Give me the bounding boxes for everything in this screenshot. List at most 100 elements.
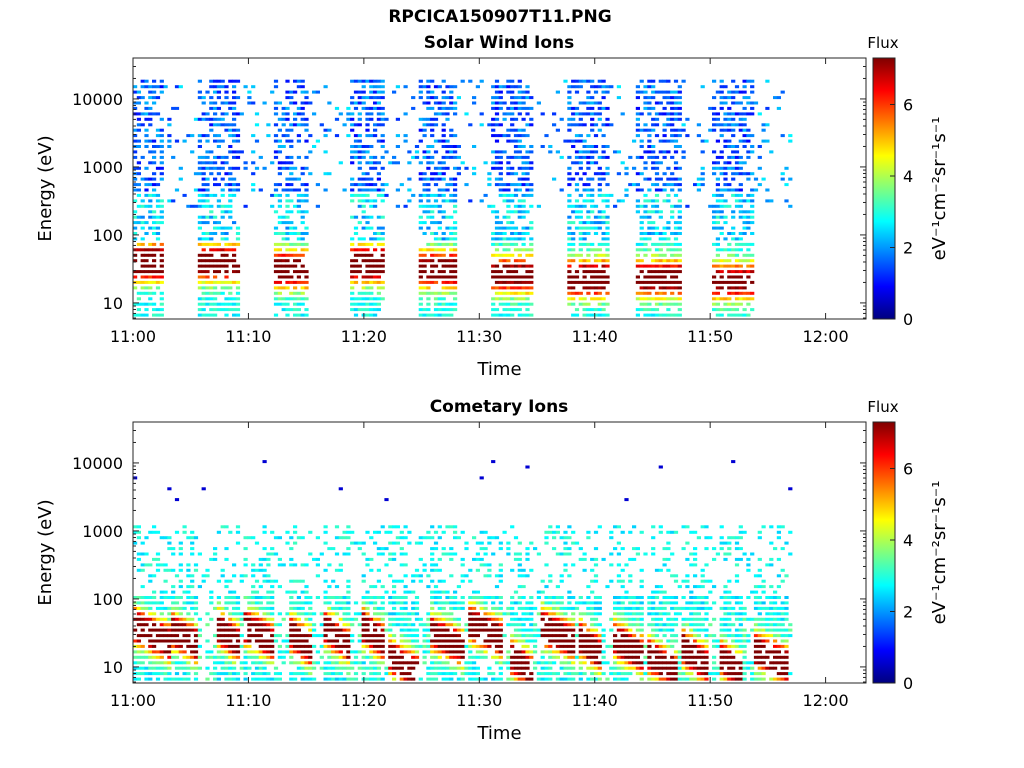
spectrogram-cell xyxy=(232,677,237,681)
spectrogram-cell xyxy=(380,215,385,219)
spectrogram-cell xyxy=(285,117,290,121)
spectrogram-cell xyxy=(491,117,496,121)
spectrogram-cell xyxy=(285,242,290,246)
spectrogram-cell xyxy=(155,166,161,170)
spectrogram-cell xyxy=(365,79,370,83)
spectrogram-cell xyxy=(140,302,145,306)
spectrogram-cell xyxy=(338,487,343,491)
spectrogram-cell xyxy=(548,650,553,654)
spectrogram-cell xyxy=(376,650,381,654)
spectrogram-cell xyxy=(144,177,149,181)
spectrogram-cell xyxy=(239,150,244,154)
spectrogram-cell xyxy=(517,210,522,214)
spectrogram-cell xyxy=(422,270,427,274)
spectrogram-cell xyxy=(723,302,728,306)
spectrogram-cell xyxy=(281,221,286,225)
spectrogram-cell xyxy=(213,677,218,681)
spectrogram-cell xyxy=(148,563,153,567)
spectrogram-cell xyxy=(357,79,362,83)
panel-title: Solar Wind Ions xyxy=(424,33,575,53)
spectrogram-cell xyxy=(552,530,557,534)
spectrogram-cell xyxy=(494,606,500,610)
spectrogram-cell xyxy=(517,574,522,578)
spectrogram-cell xyxy=(190,666,195,670)
spectrogram-cell xyxy=(293,639,298,643)
spectrogram-cell xyxy=(262,547,267,551)
spectrogram-cell xyxy=(136,525,141,529)
spectrogram-cell xyxy=(601,308,606,312)
spectrogram-cell xyxy=(346,677,351,681)
spectrogram-cell xyxy=(441,661,446,665)
spectrogram-cell xyxy=(433,666,439,670)
spectrogram-cell xyxy=(289,639,294,643)
spectrogram-cell xyxy=(506,193,511,197)
spectrogram-cell xyxy=(601,85,606,89)
spectrogram-cell xyxy=(357,623,362,627)
spectrogram-cell xyxy=(574,199,580,203)
spectrogram-cell xyxy=(163,617,168,621)
spectrogram-cell xyxy=(422,172,427,176)
spectrogram-cell xyxy=(571,612,576,616)
spectrogram-cell xyxy=(437,666,442,670)
spectrogram-cell xyxy=(483,596,488,599)
spectrogram-cell xyxy=(441,177,446,181)
spectrogram-cell xyxy=(213,666,218,670)
spectrogram-cell xyxy=(734,313,740,317)
spectrogram-cell xyxy=(228,166,233,170)
spectrogram-cell xyxy=(266,123,271,127)
spectrogram-cell xyxy=(517,291,522,295)
spectrogram-cell xyxy=(673,128,679,132)
spectrogram-cell xyxy=(719,172,724,176)
spectrogram-cell xyxy=(555,655,560,659)
spectrogram-cell xyxy=(296,601,301,605)
spectrogram-cell xyxy=(746,313,751,317)
spectrogram-cell xyxy=(232,617,237,621)
spectrogram-cell xyxy=(567,166,572,170)
spectrogram-cell xyxy=(300,644,305,648)
spectrogram-cell xyxy=(353,672,359,676)
spectrogram-cell xyxy=(174,498,180,502)
spectrogram-cell xyxy=(654,297,660,301)
spectrogram-cell xyxy=(155,112,161,116)
spectrogram-cell xyxy=(445,612,450,616)
spectrogram-cell xyxy=(723,215,728,219)
spectrogram-cell xyxy=(453,204,458,208)
spectrogram-cell xyxy=(738,264,743,268)
spectrogram-cell xyxy=(521,644,526,648)
spectrogram-cell xyxy=(273,232,279,235)
spectrogram-cell xyxy=(251,101,256,105)
spectrogram-cell xyxy=(643,264,648,268)
spectrogram-cell xyxy=(380,650,385,654)
spectrogram-cell xyxy=(209,150,214,154)
spectrogram-cell xyxy=(494,232,500,235)
spectrogram-cell xyxy=(529,166,534,170)
spectrogram-cell xyxy=(254,650,260,654)
spectrogram-cell xyxy=(567,128,572,132)
spectrogram-cell xyxy=(365,308,370,312)
spectrogram-cell xyxy=(738,280,743,284)
spectrogram-cell xyxy=(300,85,305,89)
spectrogram-cell xyxy=(140,155,145,159)
spectrogram-cell xyxy=(750,134,755,138)
spectrogram-cell xyxy=(216,661,221,665)
spectrogram-cell xyxy=(586,308,591,312)
spectrogram-cell xyxy=(494,639,500,643)
spectrogram-cell xyxy=(365,242,370,246)
spectrogram-cell xyxy=(201,308,206,312)
spectrogram-cell xyxy=(643,199,648,203)
spectrogram-cell xyxy=(232,155,237,159)
spectrogram-cell xyxy=(346,661,351,665)
spectrogram-cell xyxy=(304,232,309,235)
spectrogram-cell xyxy=(334,612,340,616)
spectrogram-cell xyxy=(658,161,663,165)
spectrogram-cell xyxy=(190,150,195,154)
spectrogram-cell xyxy=(224,655,229,659)
spectrogram-cell xyxy=(136,655,141,659)
spectrogram-cell xyxy=(300,606,305,610)
spectrogram-cell xyxy=(140,655,145,659)
spectrogram-cell xyxy=(456,639,461,643)
spectrogram-cell xyxy=(327,128,332,132)
spectrogram-cell xyxy=(407,672,412,676)
spectrogram-cell xyxy=(140,585,145,589)
spectrogram-cell xyxy=(582,237,587,241)
